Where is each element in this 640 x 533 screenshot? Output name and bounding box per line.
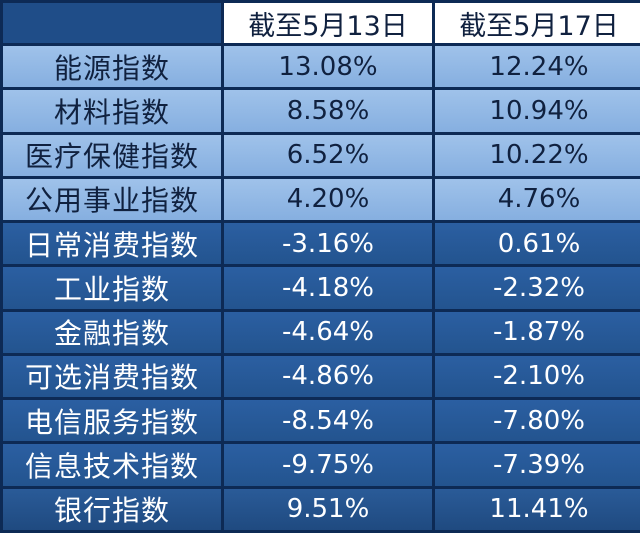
header-corner: [3, 3, 221, 43]
header-may17: 截至5月17日: [435, 3, 640, 43]
table-row: 可选消费指数 -4.86% -2.10%: [3, 355, 640, 398]
may17-value-cell: 0.61%: [435, 223, 640, 265]
index-name-cell: 医疗保健指数: [3, 134, 221, 176]
index-name-cell: 公用事业指数: [3, 178, 221, 221]
may13-value-cell: 6.52%: [224, 134, 432, 176]
table-row: 能源指数 13.08% 12.24%: [3, 46, 640, 88]
index-name-cell: 材料指数: [3, 90, 221, 132]
may13-value-cell: 13.08%: [224, 46, 432, 88]
table-row: 电信服务指数 -8.54% -7.80%: [3, 400, 640, 442]
table-row: 日常消费指数 -3.16% 0.61%: [3, 223, 640, 265]
index-name-cell: 金融指数: [3, 311, 221, 353]
may13-value-cell: 9.51%: [224, 488, 432, 530]
may17-value-cell: -2.32%: [435, 267, 640, 309]
may17-value-cell: 12.24%: [435, 46, 640, 88]
table-row: 公用事业指数 4.20% 4.76%: [3, 178, 640, 221]
may13-value-cell: -4.18%: [224, 267, 432, 309]
table-header-row: 截至5月13日 截至5月17日: [3, 3, 640, 43]
may17-value-cell: 4.76%: [435, 178, 640, 221]
table-row: 银行指数 9.51% 11.41%: [3, 488, 640, 530]
table-row: 信息技术指数 -9.75% -7.39%: [3, 444, 640, 486]
header-may13: 截至5月13日: [224, 3, 432, 43]
may13-value-cell: -9.75%: [224, 444, 432, 486]
index-name-cell: 电信服务指数: [3, 400, 221, 442]
index-name-cell: 日常消费指数: [3, 223, 221, 265]
may13-value-cell: 4.20%: [224, 178, 432, 221]
may17-value-cell: -2.10%: [435, 355, 640, 398]
may17-value-cell: 11.41%: [435, 488, 640, 530]
table-row: 金融指数 -4.64% -1.87%: [3, 311, 640, 353]
table-row: 材料指数 8.58% 10.94%: [3, 90, 640, 132]
table-row: 医疗保健指数 6.52% 10.22%: [3, 134, 640, 176]
may17-value-cell: -7.80%: [435, 400, 640, 442]
index-name-cell: 工业指数: [3, 267, 221, 309]
may17-value-cell: -1.87%: [435, 311, 640, 353]
table-row: 工业指数 -4.18% -2.32%: [3, 267, 640, 309]
may13-value-cell: 8.58%: [224, 90, 432, 132]
index-name-cell: 信息技术指数: [3, 444, 221, 486]
may17-value-cell: -7.39%: [435, 444, 640, 486]
may13-value-cell: -3.16%: [224, 223, 432, 265]
may17-value-cell: 10.22%: [435, 134, 640, 176]
index-name-cell: 能源指数: [3, 46, 221, 88]
may17-value-cell: 10.94%: [435, 90, 640, 132]
index-name-cell: 可选消费指数: [3, 355, 221, 398]
may13-value-cell: -4.86%: [224, 355, 432, 398]
may13-value-cell: -8.54%: [224, 400, 432, 442]
index-name-cell: 银行指数: [3, 488, 221, 530]
may13-value-cell: -4.64%: [224, 311, 432, 353]
